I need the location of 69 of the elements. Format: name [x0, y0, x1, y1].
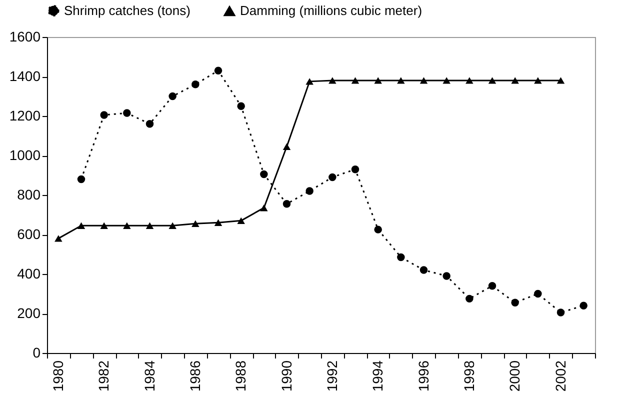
- point: [556, 308, 565, 316]
- point: [168, 222, 176, 229]
- y-tick-label: 800: [17, 186, 41, 202]
- y-tick-label: 400: [17, 266, 41, 282]
- point: [282, 200, 291, 208]
- x-tick-label: 1998: [460, 360, 477, 392]
- point: [306, 78, 314, 85]
- x-tick-label: 1984: [141, 360, 158, 392]
- point: [168, 92, 176, 100]
- point: [420, 266, 428, 274]
- x-tick-label: 1994: [370, 360, 386, 392]
- x-tick-label: 1982: [96, 360, 112, 392]
- point: [192, 80, 200, 88]
- point: [488, 282, 496, 290]
- y-tick-label: 0: [32, 344, 41, 360]
- point: [442, 77, 450, 84]
- y-tick-label: 1600: [9, 28, 41, 44]
- point: [374, 226, 382, 234]
- x-tick-label: 1990: [278, 360, 294, 392]
- point: [488, 77, 496, 84]
- point: [511, 298, 519, 307]
- point: [580, 302, 588, 310]
- point: [214, 66, 222, 74]
- point: [237, 217, 245, 224]
- point: [374, 77, 382, 84]
- point: [328, 77, 336, 84]
- point: [397, 253, 405, 262]
- point: [466, 77, 474, 84]
- legend-label: Damming (millions cubic meter): [240, 3, 422, 18]
- x-tick-label: 1988: [232, 360, 249, 392]
- point: [442, 272, 450, 280]
- point: [77, 222, 86, 229]
- point: [214, 219, 222, 226]
- legend-label: Shrimp catches (tons): [64, 2, 190, 18]
- point: [192, 220, 200, 227]
- point: [123, 109, 131, 117]
- x-tick-label: 1986: [186, 360, 203, 392]
- y-tick-label: 1000: [9, 147, 41, 163]
- point: [100, 222, 108, 229]
- y-tick-label: 200: [17, 305, 41, 321]
- point: [77, 175, 86, 184]
- point: [420, 77, 428, 84]
- point: [306, 187, 314, 195]
- point: [260, 204, 268, 212]
- point: [146, 222, 154, 229]
- point: [146, 120, 154, 128]
- point: [260, 170, 268, 178]
- point: [466, 294, 474, 303]
- x-tick-label: 1992: [324, 360, 340, 392]
- y-tick-label: 1200: [9, 108, 41, 124]
- point: [511, 77, 519, 84]
- point: [100, 111, 108, 119]
- y-tick-label: 1400: [9, 68, 41, 84]
- point: [123, 222, 131, 229]
- point: [328, 173, 336, 182]
- y-tick-label: 600: [17, 226, 41, 242]
- x-tick-label: 2000: [506, 360, 523, 392]
- point: [397, 77, 405, 84]
- point: [556, 77, 565, 84]
- point: [351, 77, 360, 84]
- x-tick-label: 1980: [50, 360, 66, 392]
- x-tick-label: 1996: [415, 360, 432, 392]
- x-tick-label: 2002: [552, 360, 568, 392]
- point: [534, 77, 542, 84]
- point: [237, 102, 245, 110]
- point: [54, 235, 62, 242]
- point: [351, 165, 360, 174]
- point: [282, 143, 291, 150]
- point: [534, 290, 542, 298]
